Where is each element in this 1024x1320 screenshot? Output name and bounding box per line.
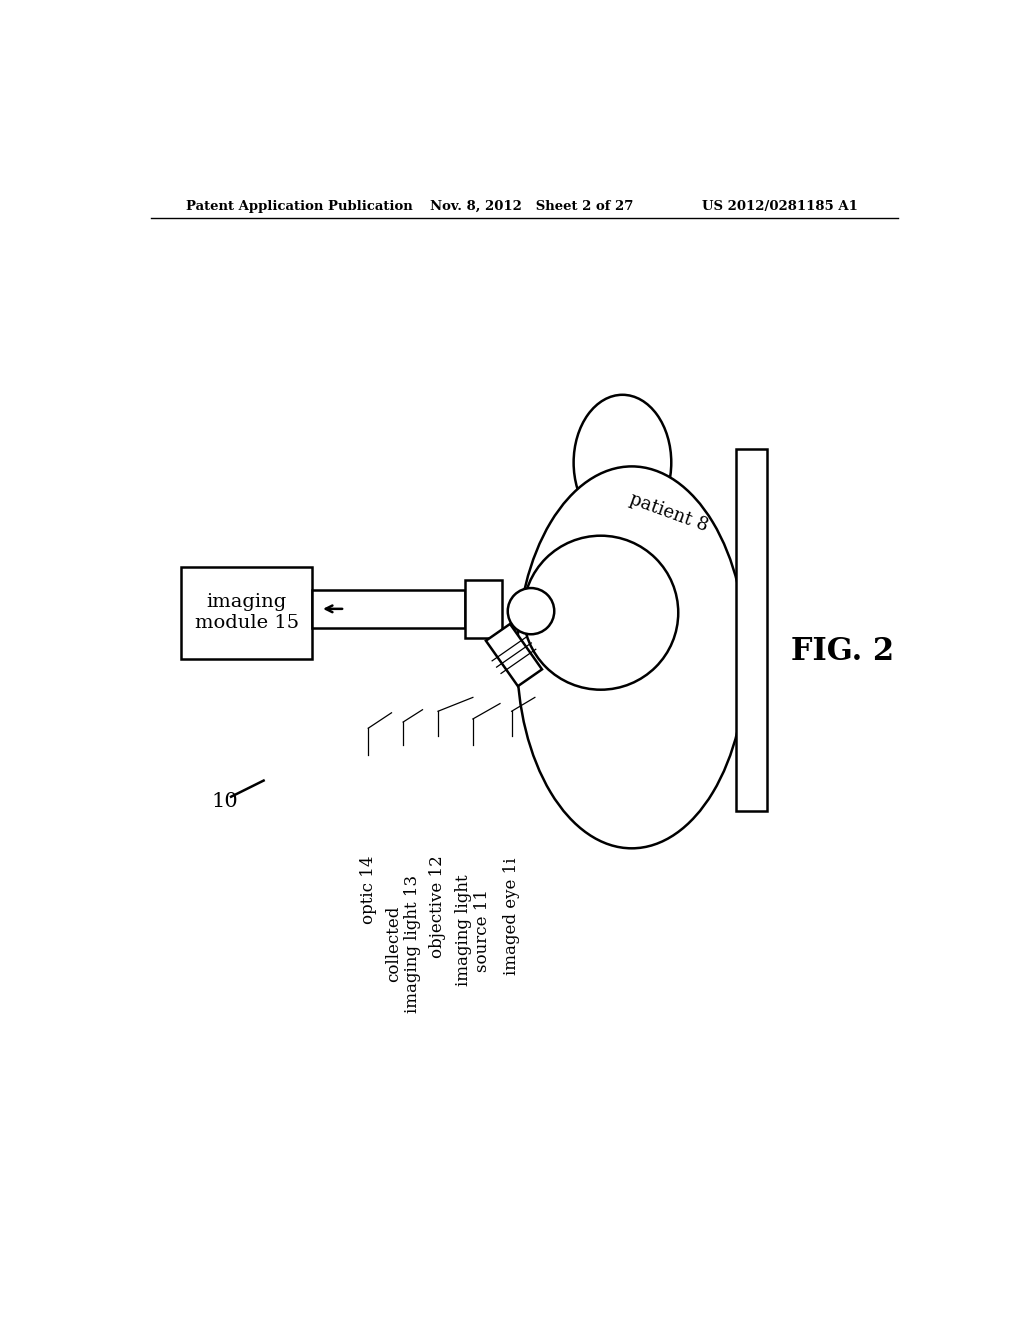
Text: objective 12: objective 12 [429,855,446,958]
Text: imaged eye 1i: imaged eye 1i [503,858,520,975]
Text: imaging
module 15: imaging module 15 [195,593,299,632]
Bar [465,579,503,638]
Bar [180,566,312,659]
Text: patient 8: patient 8 [628,490,711,535]
Bar [312,590,465,628]
Text: optic 14: optic 14 [359,855,377,924]
Text: imaging light
source 11: imaging light source 11 [455,874,492,986]
Bar [736,449,767,812]
Text: US 2012/0281185 A1: US 2012/0281185 A1 [701,199,857,213]
Text: Patent Application Publication: Patent Application Publication [186,199,413,213]
Text: 10: 10 [212,792,239,810]
Text: collected
imaging light 13: collected imaging light 13 [385,874,422,1012]
Polygon shape [485,624,542,686]
Text: Nov. 8, 2012   Sheet 2 of 27: Nov. 8, 2012 Sheet 2 of 27 [430,199,634,213]
Ellipse shape [517,466,746,849]
Ellipse shape [573,395,672,531]
Circle shape [508,589,554,635]
Text: FIG. 2: FIG. 2 [791,636,894,667]
Circle shape [523,536,678,689]
